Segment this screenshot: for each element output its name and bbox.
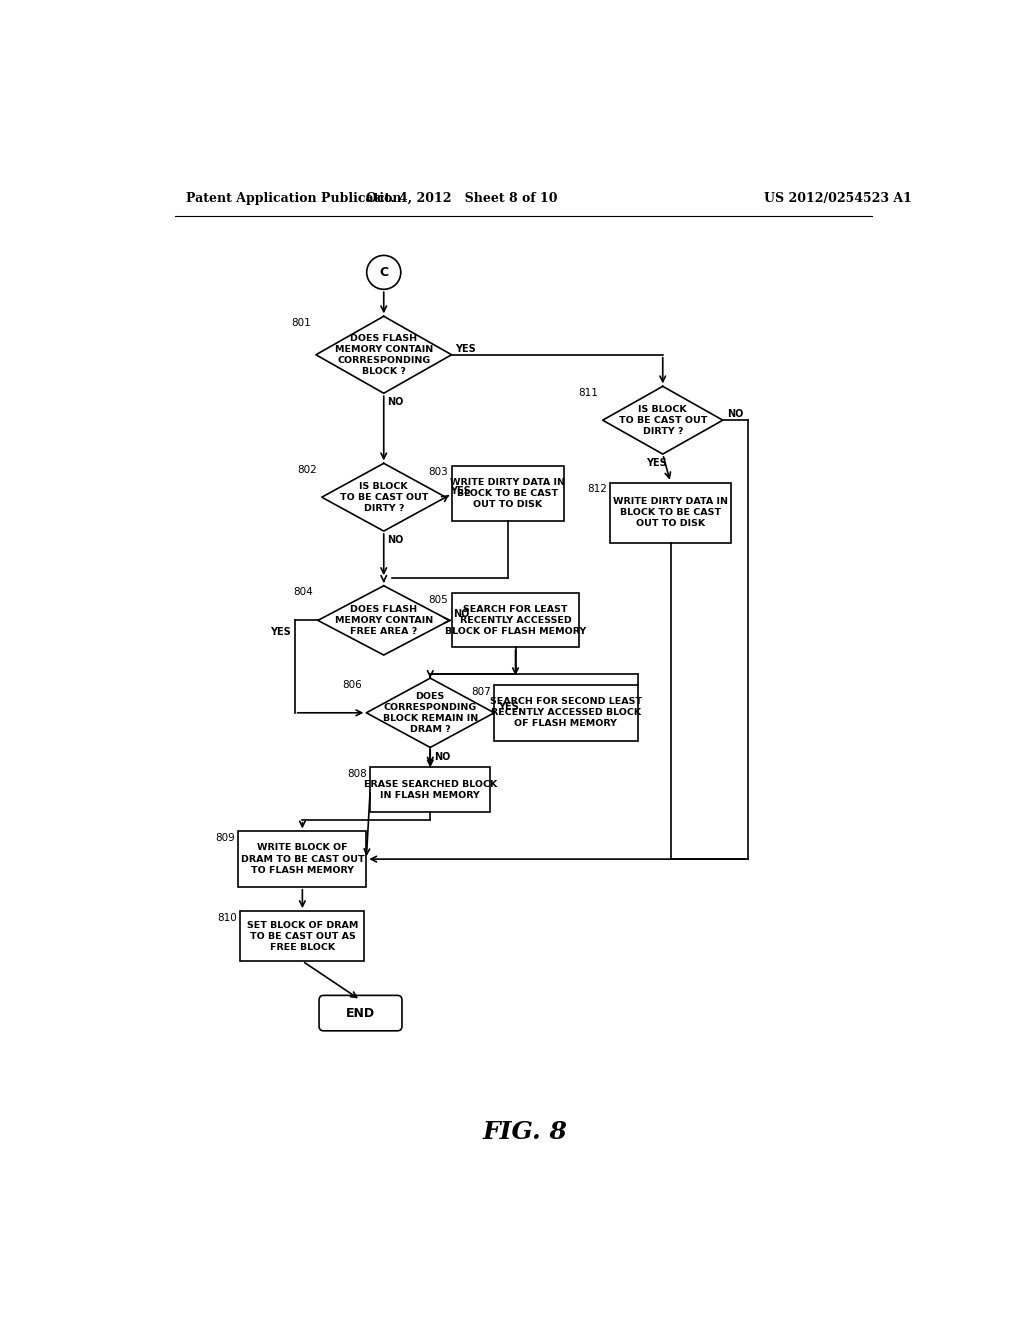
Text: YES: YES: [270, 627, 291, 638]
Text: YES: YES: [450, 486, 470, 496]
Text: 810: 810: [217, 912, 238, 923]
Text: DOES
CORRESPONDING
BLOCK REMAIN IN
DRAM ?: DOES CORRESPONDING BLOCK REMAIN IN DRAM …: [383, 692, 478, 734]
Bar: [610, 483, 730, 543]
Text: C: C: [379, 265, 388, 279]
Text: 809: 809: [216, 833, 236, 843]
Text: 802: 802: [297, 465, 317, 475]
Text: WRITE BLOCK OF
DRAM TO BE CAST OUT
TO FLASH MEMORY: WRITE BLOCK OF DRAM TO BE CAST OUT TO FL…: [241, 843, 365, 875]
Text: 804: 804: [294, 587, 313, 597]
Text: ERASE SEARCHED BLOCK
IN FLASH MEMORY: ERASE SEARCHED BLOCK IN FLASH MEMORY: [364, 780, 497, 800]
Text: NO: NO: [388, 397, 404, 408]
Text: 801: 801: [292, 318, 311, 327]
Bar: [239, 832, 367, 887]
Text: IS BLOCK
TO BE CAST OUT
DIRTY ?: IS BLOCK TO BE CAST OUT DIRTY ?: [340, 482, 428, 512]
Text: 803: 803: [429, 467, 449, 477]
Text: END: END: [346, 1007, 375, 1019]
Text: NO: NO: [727, 409, 743, 418]
Text: DOES FLASH
MEMORY CONTAIN
CORRESPONDING
BLOCK ?: DOES FLASH MEMORY CONTAIN CORRESPONDING …: [335, 334, 433, 376]
Text: 811: 811: [579, 388, 598, 397]
Text: WRITE DIRTY DATA IN
BLOCK TO BE CAST
OUT TO DISK: WRITE DIRTY DATA IN BLOCK TO BE CAST OUT…: [613, 498, 728, 528]
Text: 812: 812: [588, 484, 607, 494]
FancyBboxPatch shape: [319, 995, 402, 1031]
Text: IS BLOCK
TO BE CAST OUT
DIRTY ?: IS BLOCK TO BE CAST OUT DIRTY ?: [618, 405, 707, 436]
Text: Oct. 4, 2012   Sheet 8 of 10: Oct. 4, 2012 Sheet 8 of 10: [366, 191, 557, 205]
Text: YES: YES: [646, 458, 667, 469]
Text: NO: NO: [454, 610, 470, 619]
Text: SEARCH FOR LEAST
RECENTLY ACCESSED
BLOCK OF FLASH MEMORY: SEARCH FOR LEAST RECENTLY ACCESSED BLOCK…: [444, 605, 586, 636]
Bar: [241, 911, 365, 961]
Text: WRITE DIRTY DATA IN
BLOCK TO BE CAST
OUT TO DISK: WRITE DIRTY DATA IN BLOCK TO BE CAST OUT…: [451, 478, 565, 510]
Bar: [452, 594, 580, 647]
Text: FIG. 8: FIG. 8: [482, 1121, 567, 1144]
Bar: [452, 466, 564, 521]
Text: 807: 807: [471, 686, 492, 697]
Text: YES: YES: [498, 702, 519, 711]
Text: Patent Application Publication: Patent Application Publication: [186, 191, 401, 205]
Text: NO: NO: [388, 536, 404, 545]
Text: 808: 808: [347, 770, 367, 779]
Text: SEARCH FOR SECOND LEAST
RECENTLY ACCESSED BLOCK
OF FLASH MEMORY: SEARCH FOR SECOND LEAST RECENTLY ACCESSE…: [489, 697, 642, 729]
Text: SET BLOCK OF DRAM
TO BE CAST OUT AS
FREE BLOCK: SET BLOCK OF DRAM TO BE CAST OUT AS FREE…: [247, 920, 358, 952]
Bar: [371, 767, 490, 812]
Text: US 2012/0254523 A1: US 2012/0254523 A1: [764, 191, 911, 205]
Bar: [495, 685, 638, 741]
Text: 806: 806: [342, 680, 361, 689]
Text: NO: NO: [434, 751, 451, 762]
Text: DOES FLASH
MEMORY CONTAIN
FREE AREA ?: DOES FLASH MEMORY CONTAIN FREE AREA ?: [335, 605, 433, 636]
Text: YES: YES: [456, 343, 476, 354]
Text: 805: 805: [429, 595, 449, 605]
